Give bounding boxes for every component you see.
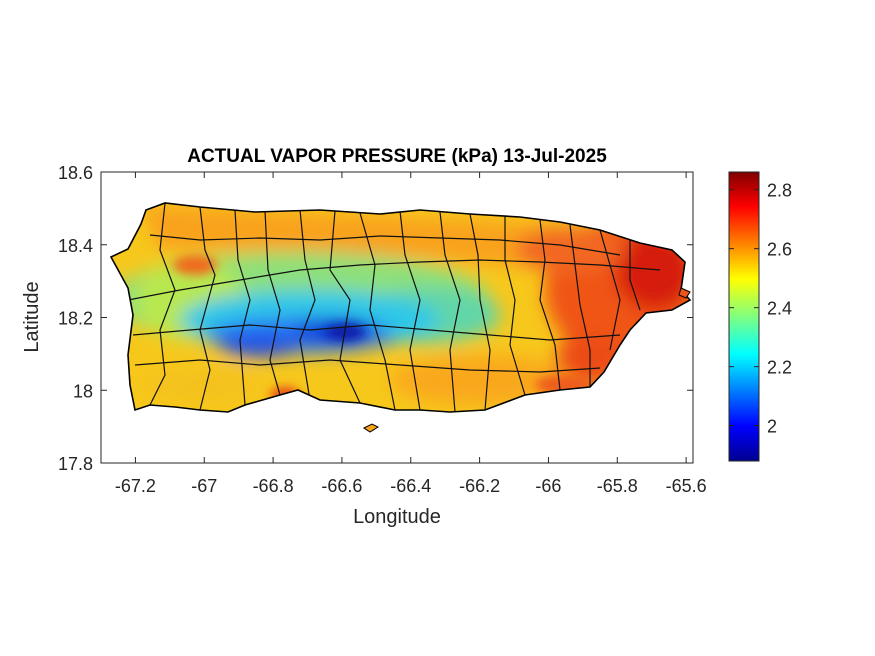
x-tick-label: -67 bbox=[191, 476, 217, 496]
x-tick-label: -65.8 bbox=[597, 476, 638, 496]
x-tick-label: -67.2 bbox=[115, 476, 156, 496]
municipality-boundaries bbox=[127, 203, 661, 412]
colorbar-tick-label: 2.6 bbox=[767, 240, 792, 260]
colorbar-tick-label: 2.4 bbox=[767, 299, 792, 319]
x-tick-label: -66.4 bbox=[390, 476, 431, 496]
y-tick-label: 18 bbox=[73, 381, 93, 401]
x-tick-label: -65.6 bbox=[666, 476, 707, 496]
x-tick-label: -66.2 bbox=[459, 476, 500, 496]
x-tick-label: -66.6 bbox=[321, 476, 362, 496]
x-tick-label: -66 bbox=[535, 476, 561, 496]
colorbar-tick-label: 2 bbox=[767, 417, 777, 437]
colorbar-tick-label: 2.8 bbox=[767, 181, 792, 201]
island-outline bbox=[109, 202, 692, 413]
y-tick-label: 18.4 bbox=[58, 236, 93, 256]
y-tick-label: 18.2 bbox=[58, 309, 93, 329]
islet bbox=[678, 287, 691, 299]
x-axis: -67.2 -67 -66.8 -66.6 -66.4 -66.2 -66 -65.8 -65.… bbox=[115, 172, 707, 496]
x-tick-label: -66.8 bbox=[253, 476, 294, 496]
colorbar-tick-label: 2.2 bbox=[767, 358, 792, 378]
y-tick-label: 18.6 bbox=[58, 163, 93, 183]
vapor-pressure-field bbox=[111, 203, 690, 412]
colorbar-axis: 2 2.2 2.4 2.6 2.8 bbox=[729, 181, 792, 437]
y-tick-label: 17.8 bbox=[58, 454, 93, 474]
x-axis-title: Longitude bbox=[353, 506, 441, 528]
y-axis: 17.8 18 18.2 18.4 18.6 bbox=[58, 163, 693, 474]
plot-title: ACTUAL VAPOR PRESSURE (kPa) 13-Jul-2025 bbox=[187, 146, 607, 167]
islet bbox=[363, 423, 380, 433]
y-axis-title: Latitude bbox=[21, 281, 43, 352]
colorbar bbox=[728, 171, 760, 462]
